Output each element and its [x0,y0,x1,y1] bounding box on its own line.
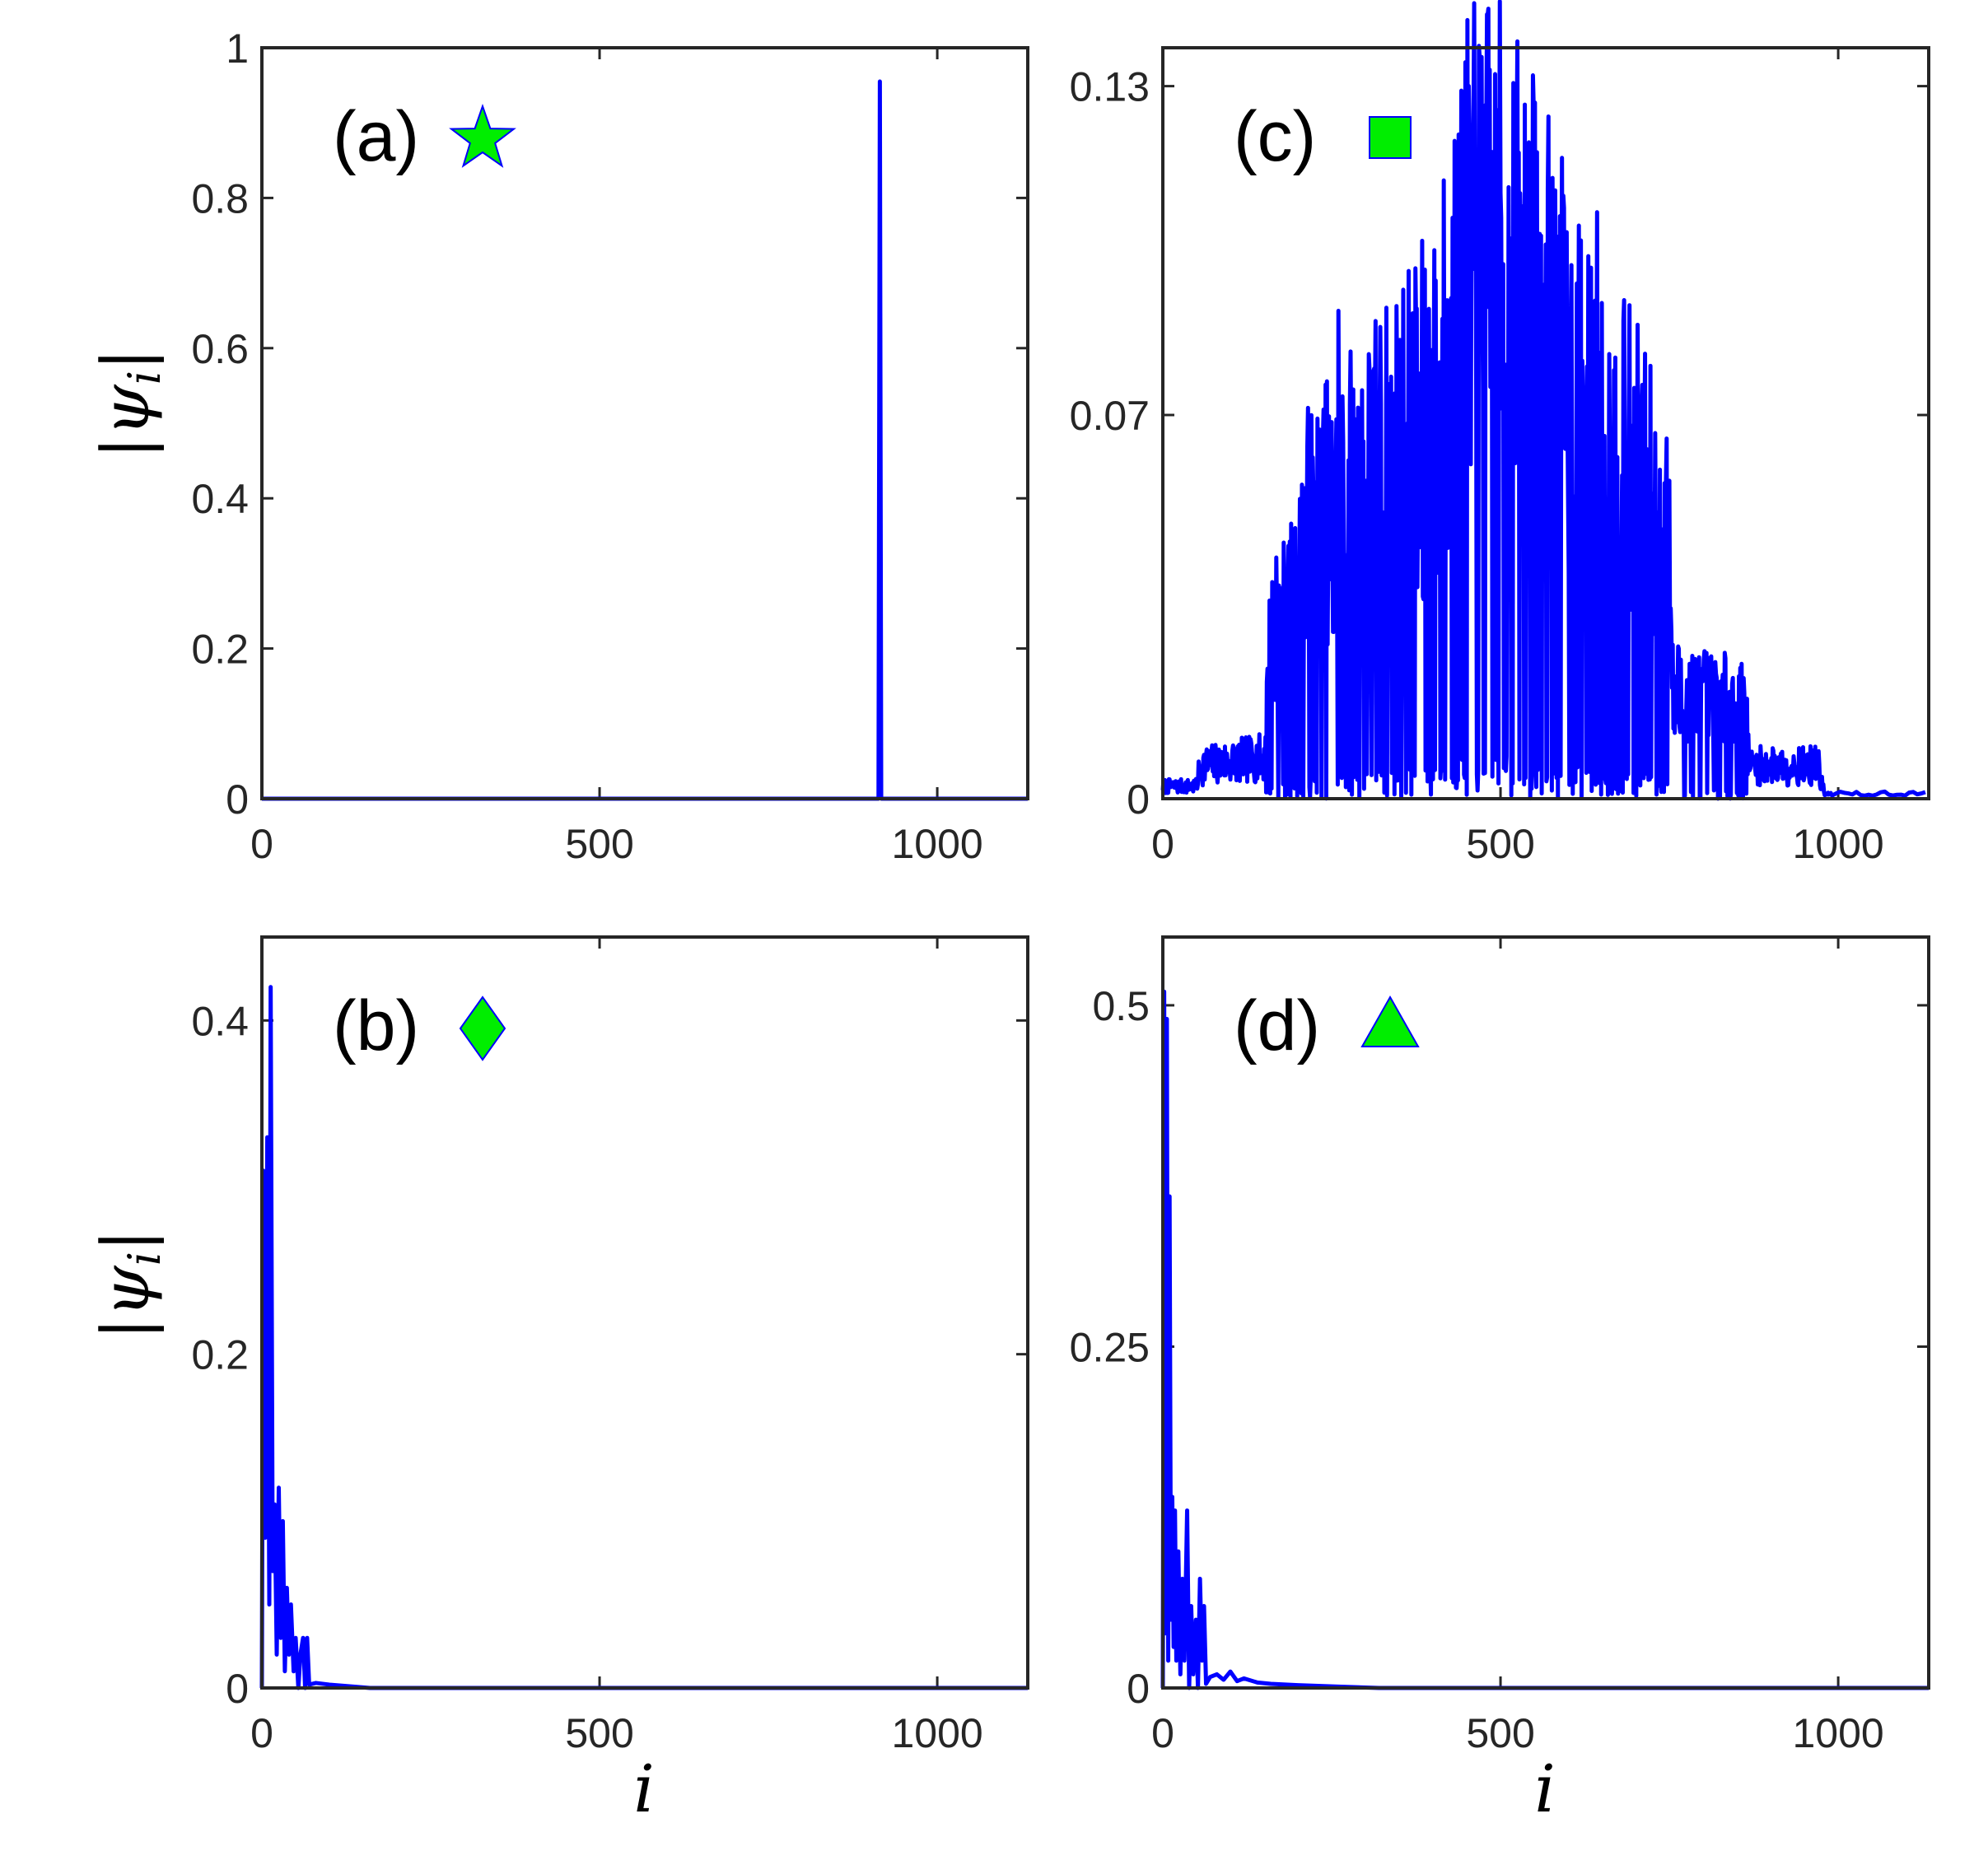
y-tick-label: 1 [226,26,249,72]
ylabel-bottom: |ψi| [87,1229,170,1340]
y-tick-label: 0.4 [191,476,249,522]
triangle-marker-icon [1360,995,1420,1047]
star-marker-icon [449,103,516,168]
y-tick-label: 0.25 [1070,1324,1150,1370]
x-tick-label: 500 [1466,1710,1534,1756]
series-line [1160,989,1929,1690]
x-tick-label: 0 [250,1710,273,1756]
panel-d: 0 500 1000 0 0.25 0.5 (d) [1070,935,1930,1756]
x-tick-label: 0 [1151,1710,1174,1756]
x-tick-label: 1000 [891,821,982,867]
x-tick-label: 500 [565,1710,633,1756]
y-tick-label: 0.6 [191,326,249,372]
axes-box [1161,935,1930,1690]
xlabel-right: i [1534,1751,1556,1827]
panel-c: 0 500 1000 0 0.07 0.13 (c) [1070,0,1930,867]
plot-area [262,937,1028,1688]
y-tick-label: 0 [226,776,249,823]
y-tick-label: 0.4 [191,998,249,1044]
axes-box [260,935,1029,1690]
y-tick-label: 0.13 [1070,64,1150,110]
plot-area [1163,937,1929,1688]
y-tick-label: 0 [1127,1666,1150,1712]
square-marker-icon [1369,116,1412,159]
plot-area [262,48,1028,799]
panel-label: (d) [1234,986,1320,1065]
square-icon [1369,116,1412,159]
tick-labels: 0 500 1000 0 0.2 0.4 0.6 0.8 1 [191,26,982,867]
triangle-icon [1360,995,1420,1047]
x-tick-label: 0 [1151,821,1174,867]
diamond-icon [459,995,506,1061]
xlabel-left: i [633,1751,655,1827]
tick-labels: 0 500 1000 0 0.07 0.13 [1070,64,1884,867]
y-tick-label: 0 [1127,776,1150,823]
y-tick-label: 0.07 [1070,393,1150,439]
y-tick-label: 0.8 [191,175,249,221]
ylabel-top: |ψi| [87,348,170,459]
panel-b: 0 500 1000 0 0.2 0.4 (b) [191,935,1029,1756]
panel-label: (c) [1234,97,1316,176]
star-icon [449,103,516,168]
panel-label: (b) [333,986,419,1065]
ylabel-text: |ψi| [87,1229,170,1340]
data-line [1160,0,1926,801]
x-tick-label: 0 [250,821,273,867]
tick-labels: 0 500 1000 0 0.25 0.5 [1070,983,1884,1756]
y-tick-label: 0 [226,1666,249,1712]
data-line [259,985,1028,1690]
axes-box [260,46,1029,800]
axes-box [1161,46,1930,800]
y-tick-label: 0.2 [191,1332,249,1378]
ylabel-text: |ψi| [87,348,170,459]
x-tick-label: 1000 [1792,821,1883,867]
tick-labels: 0 500 1000 0 0.2 0.4 [191,998,982,1756]
panel-label: (a) [333,97,419,176]
x-tick-label: 500 [565,821,633,867]
x-tick-label: 1000 [891,1710,982,1756]
y-tick-label: 0.2 [191,627,249,673]
data-line [1160,989,1929,1690]
x-tick-label: 1000 [1792,1710,1883,1756]
series-line [1160,0,1926,801]
x-tick-label: 500 [1466,821,1534,867]
panel-a: 0 500 1000 0 0.2 0.4 0.6 0.8 1 (a) [191,26,1029,867]
series-line [259,985,1028,1690]
diamond-marker-icon [459,995,506,1061]
y-tick-label: 0.5 [1092,983,1150,1029]
